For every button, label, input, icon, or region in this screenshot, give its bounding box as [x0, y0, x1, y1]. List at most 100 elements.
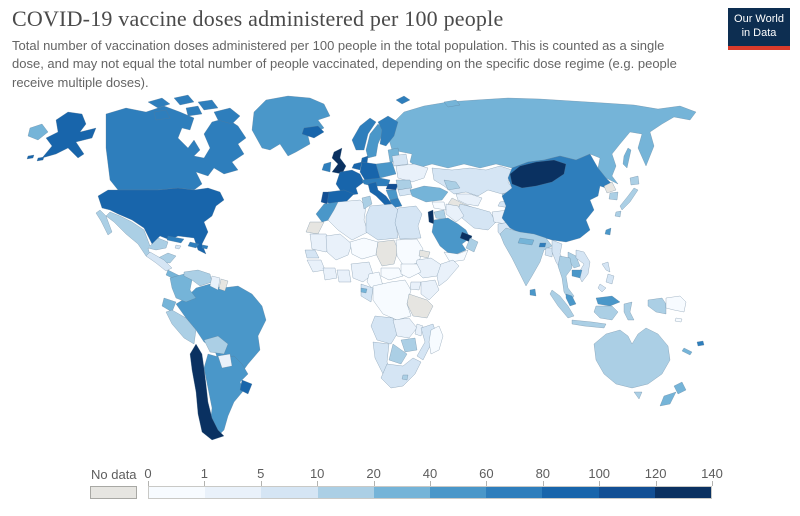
country-equatorial-guinea[interactable] — [360, 287, 368, 294]
country-libya[interactable] — [365, 203, 399, 241]
country-indonesia-sumatra[interactable] — [549, 289, 575, 319]
country-canada-arctic-2[interactable] — [173, 94, 195, 106]
country-south-sudan[interactable] — [400, 263, 422, 279]
country-chile[interactable] — [189, 343, 225, 441]
country-hungary[interactable] — [385, 183, 399, 191]
country-ghana[interactable] — [336, 269, 352, 283]
country-iraq[interactable] — [445, 203, 465, 223]
country-nepal[interactable] — [517, 237, 535, 246]
country-madagascar[interactable] — [428, 325, 444, 355]
country-niger[interactable] — [349, 237, 379, 260]
owid-logo[interactable]: Our World in Data — [728, 8, 790, 50]
country-papua-new-guinea[interactable] — [665, 295, 687, 313]
country-norway-svalbard[interactable] — [395, 95, 411, 105]
country-cote-divoire[interactable] — [322, 267, 338, 281]
country-zambia[interactable] — [392, 317, 418, 339]
country-united-kingdom[interactable] — [331, 147, 347, 175]
country-uganda[interactable] — [409, 281, 422, 291]
country-cuba[interactable] — [166, 235, 185, 244]
country-solomon-islands[interactable] — [674, 317, 683, 323]
legend-segment[interactable] — [486, 487, 543, 498]
country-india[interactable] — [499, 227, 553, 287]
country-thailand[interactable] — [557, 255, 575, 303]
country-mongolia[interactable] — [509, 159, 567, 189]
country-bolivia[interactable] — [203, 335, 229, 355]
country-mali[interactable] — [325, 233, 353, 261]
country-somalia[interactable] — [436, 259, 460, 287]
legend-segment[interactable] — [373, 487, 431, 498]
country-south-africa[interactable] — [380, 357, 422, 389]
country-australia[interactable] — [593, 327, 671, 389]
country-argentina[interactable] — [203, 353, 249, 439]
legend-segment[interactable] — [542, 487, 599, 498]
legend-segment[interactable] — [654, 487, 712, 498]
country-angola[interactable] — [370, 315, 398, 345]
country-drc[interactable] — [372, 279, 412, 321]
country-belgium-netherlands[interactable] — [351, 161, 363, 171]
country-philippines[interactable] — [597, 261, 615, 293]
legend-segment[interactable] — [149, 487, 206, 498]
country-australia-tasmania[interactable] — [633, 391, 643, 400]
legend-segment[interactable] — [598, 487, 655, 498]
legend-segment[interactable] — [317, 487, 374, 498]
country-suriname[interactable] — [218, 278, 229, 292]
country-lesotho[interactable] — [401, 374, 409, 381]
country-senegal[interactable] — [304, 249, 320, 259]
country-malaysia-peninsula[interactable] — [565, 293, 577, 307]
country-greenland[interactable] — [251, 95, 331, 157]
country-cambodia[interactable] — [571, 269, 583, 279]
country-japan-hokkaido[interactable] — [629, 175, 640, 186]
country-yemen[interactable] — [443, 249, 469, 263]
country-usa-alaska[interactable] — [41, 111, 97, 159]
country-japan-honshu[interactable] — [619, 187, 639, 211]
country-caucasus[interactable] — [443, 179, 461, 191]
country-norway[interactable] — [351, 117, 377, 151]
country-new-zealand-south[interactable] — [659, 391, 677, 407]
country-russia-novaya-zemlya[interactable] — [443, 99, 461, 108]
country-tunisia[interactable] — [361, 195, 373, 210]
country-russia[interactable] — [387, 97, 697, 185]
country-russia-wrapped[interactable] — [27, 123, 49, 141]
country-iran[interactable] — [457, 203, 497, 231]
country-botswana[interactable] — [388, 343, 408, 365]
country-canada-arctic-3[interactable] — [197, 99, 219, 111]
country-oman[interactable] — [465, 237, 479, 253]
country-jamaica[interactable] — [174, 244, 182, 250]
legend-segment[interactable] — [430, 487, 487, 498]
country-ecuador[interactable] — [161, 297, 177, 313]
country-north-korea[interactable] — [603, 181, 617, 194]
country-new-caledonia[interactable] — [681, 347, 693, 356]
country-sri-lanka[interactable] — [529, 288, 537, 297]
legend-segment[interactable] — [205, 487, 262, 498]
country-indonesia-papua[interactable] — [647, 297, 667, 315]
country-chad[interactable] — [375, 239, 399, 267]
country-canada-arctic-4[interactable] — [185, 105, 203, 117]
country-indonesia-java[interactable] — [571, 319, 607, 329]
country-guinea[interactable] — [306, 259, 326, 273]
country-belarus[interactable] — [391, 153, 409, 167]
country-japan-kyushu[interactable] — [614, 210, 622, 218]
country-uzbekistan[interactable] — [455, 193, 483, 207]
country-tanzania[interactable] — [406, 293, 434, 319]
country-guyana[interactable] — [209, 275, 221, 291]
country-israel[interactable] — [427, 209, 435, 225]
country-western-sahara[interactable] — [305, 221, 325, 235]
country-new-zealand-north[interactable] — [673, 381, 687, 395]
country-bhutan[interactable] — [538, 242, 547, 248]
country-venezuela[interactable] — [183, 269, 213, 287]
country-canada-arctic-5[interactable] — [153, 109, 171, 121]
country-indonesia-kalimantan[interactable] — [593, 305, 619, 321]
country-paraguay[interactable] — [217, 353, 233, 369]
country-bangladesh[interactable] — [544, 247, 554, 258]
country-syria[interactable] — [431, 201, 447, 211]
country-uruguay[interactable] — [239, 379, 253, 395]
country-malaysia-borneo[interactable] — [595, 295, 621, 307]
country-malawi[interactable] — [414, 323, 424, 337]
country-puerto-rico[interactable] — [201, 244, 209, 250]
country-saudi-arabia[interactable] — [431, 217, 471, 257]
country-eritrea[interactable] — [418, 249, 431, 259]
country-france[interactable] — [335, 169, 365, 197]
country-usa[interactable] — [97, 187, 225, 255]
country-dominican-republic[interactable] — [187, 241, 200, 249]
country-south-korea[interactable] — [608, 191, 619, 201]
